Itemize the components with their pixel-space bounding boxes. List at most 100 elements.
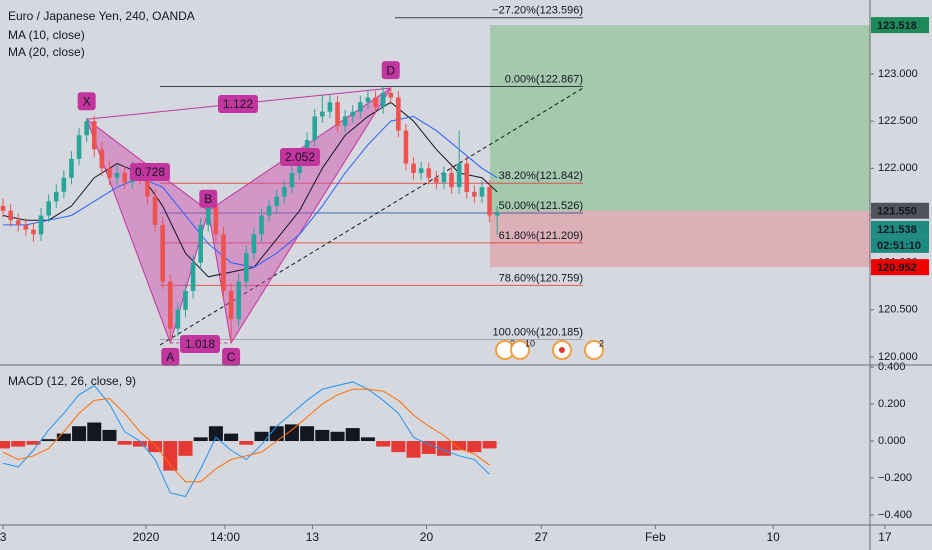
histogram-bar xyxy=(87,422,102,442)
candle-body xyxy=(205,206,211,225)
candle-body xyxy=(236,281,242,320)
candle-body xyxy=(0,206,6,211)
price-tag xyxy=(871,220,929,237)
pattern-point-label: C xyxy=(227,350,236,364)
take-profit-zone xyxy=(490,25,870,211)
candle-body xyxy=(76,135,82,159)
event-count: 2 xyxy=(599,338,604,348)
candle-body xyxy=(472,191,477,197)
candle-body xyxy=(320,111,325,117)
event-icon[interactable] xyxy=(510,340,530,360)
candle-body xyxy=(418,168,424,174)
pattern-point-label: D xyxy=(386,63,395,77)
event-dot xyxy=(559,347,565,353)
histogram-bar xyxy=(269,426,284,442)
candle-body xyxy=(23,224,29,230)
candle-body xyxy=(15,220,21,225)
candle-body xyxy=(350,111,356,117)
candle-body xyxy=(228,290,234,320)
y-tick-label: 123.000 xyxy=(878,68,918,80)
histogram-bar xyxy=(208,426,223,442)
histogram-bar xyxy=(376,441,391,447)
candle-body xyxy=(259,215,264,235)
candle-body xyxy=(69,158,74,178)
candle-body xyxy=(494,211,500,216)
price-tag-label: 121.550 xyxy=(877,206,917,218)
histogram-bar xyxy=(72,426,87,442)
candle-body xyxy=(244,253,249,282)
candle-body xyxy=(122,173,127,183)
candle-body xyxy=(167,281,173,329)
candle-body xyxy=(107,168,112,178)
fib-label: 100.00%(120.185) xyxy=(492,326,583,338)
histogram-bar xyxy=(406,441,421,458)
ratio-box xyxy=(180,335,220,353)
ratio-label: 1.122 xyxy=(223,97,253,111)
candle-body xyxy=(342,116,348,126)
candle-body xyxy=(99,149,105,169)
candle-body xyxy=(487,187,492,216)
x-tick-label: 27 xyxy=(535,530,549,544)
ratio-label: 0.728 xyxy=(135,165,165,179)
candle-body xyxy=(411,163,416,174)
ratio-box xyxy=(130,163,170,181)
x-tick-label: 10 xyxy=(766,530,780,544)
y-tick-label: −0.200 xyxy=(878,472,912,484)
candle-body xyxy=(114,173,120,178)
pattern-point-label: A xyxy=(166,350,174,364)
ratio-box xyxy=(280,148,320,166)
histogram-bar xyxy=(284,424,299,442)
x-tick-label: 13 xyxy=(306,530,320,544)
histogram-bar xyxy=(315,429,330,442)
indicator-label: MACD (12, 26, close, 9) xyxy=(8,374,136,388)
histogram-bar xyxy=(239,441,254,445)
y-tick-label: 0.200 xyxy=(878,398,906,410)
countdown-box xyxy=(871,236,929,253)
indicator-label: MA (20, close) xyxy=(8,45,85,59)
candle-body xyxy=(365,97,371,103)
candle-body xyxy=(213,206,219,235)
y-tick-label: 122.000 xyxy=(878,162,918,174)
histogram-bar xyxy=(178,441,193,456)
candle-body xyxy=(198,224,203,263)
fib-label: 50.00%(121.526) xyxy=(499,200,583,212)
histogram-bar xyxy=(148,441,163,453)
candle-body xyxy=(251,234,257,254)
candle-body xyxy=(358,102,363,112)
candle-body xyxy=(38,215,44,235)
countdown: 02:51:10 xyxy=(877,240,921,252)
y-tick-label: 0.400 xyxy=(878,361,906,373)
event-count: 2 xyxy=(510,338,515,348)
candle-body xyxy=(464,163,470,192)
candle-body xyxy=(175,309,181,329)
pattern-point xyxy=(199,189,218,208)
candle-body xyxy=(31,229,36,235)
candle-body xyxy=(91,121,97,150)
histogram-bar xyxy=(224,433,239,442)
histogram-bar xyxy=(330,431,345,442)
fib-label: −27.20%(123.596) xyxy=(492,5,583,17)
histogram-bar xyxy=(163,441,178,471)
event-icon[interactable] xyxy=(584,340,604,360)
histogram-bar xyxy=(117,441,132,445)
fib-label: 78.60%(120.759) xyxy=(499,272,583,284)
pattern-point-label: X xyxy=(83,94,91,108)
y-tick-label: 122.500 xyxy=(878,115,918,127)
x-tick-label: 17 xyxy=(878,530,892,544)
candle-body xyxy=(53,191,59,202)
histogram-bar xyxy=(421,441,436,454)
candle-body xyxy=(190,262,196,291)
price-tag-label: 123.518 xyxy=(877,20,917,32)
macd-line xyxy=(2,388,490,483)
histogram-bar xyxy=(0,441,11,449)
candle-body xyxy=(312,116,318,140)
pattern-point xyxy=(161,347,180,366)
candle-body xyxy=(46,201,51,216)
histogram-bar xyxy=(482,441,497,449)
fib-label: 61.80%(121.209) xyxy=(499,230,583,242)
price-tag-label: 120.952 xyxy=(877,262,917,274)
candle-body xyxy=(160,224,165,282)
price-tag xyxy=(871,259,929,276)
stop-loss-zone xyxy=(490,210,870,268)
